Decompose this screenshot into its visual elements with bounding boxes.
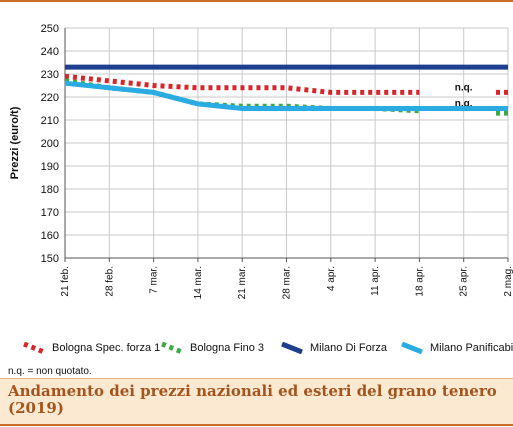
legend-swatch xyxy=(401,342,423,354)
legend-label: Bologna Fino 3 xyxy=(190,342,264,354)
legend-swatch xyxy=(161,342,183,354)
legend-label: Milano Di Forza xyxy=(310,342,388,354)
y-tick-label: 160 xyxy=(41,230,59,242)
y-tick-label: 230 xyxy=(41,69,59,81)
x-tick-label: 7 mar. xyxy=(149,266,160,294)
legend-swatch-line xyxy=(23,342,45,354)
series-line xyxy=(64,80,508,111)
x-tick-label: 21 mar. xyxy=(237,266,248,299)
line-chart: 150 160 170 180 190 200 210 220 230 240 250 21 feb.… xyxy=(9,23,513,299)
x-tick-label: 28 feb. xyxy=(104,266,115,297)
legend-item: Bologna Spec. forza 1 xyxy=(22,336,160,360)
y-tick-label: 190 xyxy=(41,161,59,173)
legend-label: Milano Panificabile xyxy=(430,342,513,354)
y-tick-label: 150 xyxy=(41,253,59,265)
series-line xyxy=(64,73,420,95)
legend-item: Bologna Fino 3 xyxy=(160,336,264,360)
x-tick-label: 28 mar. xyxy=(282,266,293,299)
legend-item: Milano Di Forza xyxy=(280,336,387,360)
data-label-nq: n.q. xyxy=(455,82,473,93)
y-tick-label: 180 xyxy=(41,184,59,196)
legend-swatch-line xyxy=(161,342,183,354)
y-axis-label: Prezzi (euro/t) xyxy=(9,106,21,179)
y-tick-label: 210 xyxy=(41,115,59,127)
data-label-nq: n.q. xyxy=(455,99,473,110)
x-tick-label: 21 feb. xyxy=(60,266,71,297)
caption-box: Andamento dei prezzi nazionali ed esteri… xyxy=(0,378,513,426)
x-tick-label: 4 apr. xyxy=(326,266,337,291)
y-tick-label: 240 xyxy=(41,46,59,58)
legend-swatch xyxy=(281,342,303,354)
chart-legend: Bologna Spec. forza 1 Bologna Fino 3 Milan… xyxy=(0,336,513,360)
y-tick-label: 250 xyxy=(41,23,59,35)
x-tick-label: 11 apr. xyxy=(370,266,381,296)
legend-item: Milano Panificabile xyxy=(400,336,513,360)
y-tick-label: 200 xyxy=(41,138,59,150)
top-border xyxy=(0,0,513,2)
legend-swatch xyxy=(23,342,45,354)
legend-swatch-line xyxy=(281,342,303,354)
y-tick-label: 220 xyxy=(41,92,59,104)
footnote: n.q. = non quotato. xyxy=(8,366,92,377)
x-tick-label: 14 mar. xyxy=(193,266,204,299)
y-tick-label: 170 xyxy=(41,207,59,219)
x-tick-label: 18 apr. xyxy=(414,266,425,297)
x-tick-label: 2 mag. xyxy=(503,266,513,297)
legend-label: Bologna Spec. forza 1 xyxy=(52,342,161,354)
legend-swatch-line xyxy=(401,342,423,354)
figure-caption: Andamento dei prezzi nazionali ed esteri… xyxy=(8,382,497,417)
x-tick-label: 25 apr. xyxy=(459,266,470,297)
